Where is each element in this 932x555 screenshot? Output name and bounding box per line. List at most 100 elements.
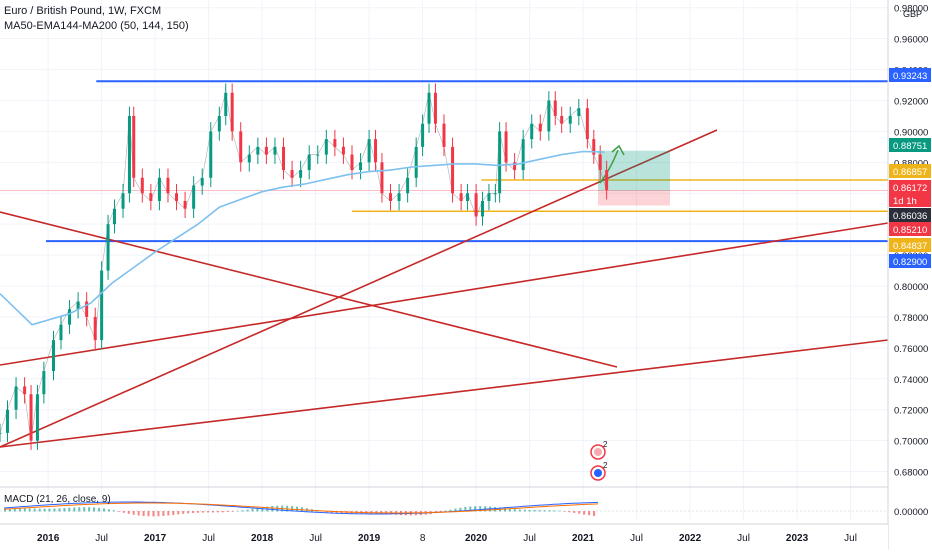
candle-body [397, 193, 401, 201]
candle-body [42, 371, 46, 395]
macd-histogram-bar [43, 508, 46, 512]
price-label: 0.88751 [893, 141, 927, 152]
macd-histogram-bar [202, 511, 204, 513]
candle-body [35, 394, 39, 441]
candle-body [0, 432, 2, 434]
candle-body [414, 146, 418, 178]
macd-histogram-bar [107, 509, 110, 512]
macd-histogram-bar [78, 507, 81, 512]
macd-histogram-bar [152, 511, 155, 517]
price-label: 0.86857 [893, 167, 927, 178]
macd-histogram-bar [117, 511, 120, 512]
trendline-ascending [0, 129, 718, 448]
price-label: 0.84837 [893, 241, 927, 252]
macd-histogram-bar [142, 511, 145, 517]
candle-body [324, 139, 328, 155]
trendline-channel-bottom [0, 339, 889, 448]
x-tick-label: 2018 [251, 533, 274, 544]
macd-histogram-bar [192, 511, 195, 514]
price-series [0, 83, 609, 450]
projection-arrow-head [611, 144, 625, 156]
x-tick-label: 2022 [679, 533, 702, 544]
candle-body [598, 154, 602, 171]
candle-body [85, 301, 89, 317]
macd-histogram-bar [439, 511, 442, 513]
macd-histogram-bar [335, 511, 338, 514]
projection-arrow [599, 149, 619, 184]
candle-body [592, 139, 596, 155]
macd-histogram-bar [251, 508, 254, 512]
x-tick-label: 2020 [465, 533, 488, 544]
candle-body [605, 170, 609, 191]
candle-body [14, 386, 18, 410]
macd-line [3, 501, 599, 515]
macd-histogram-bar [28, 508, 31, 512]
price-axis-bg [888, 0, 932, 550]
macd-histogram-bar [23, 508, 26, 512]
macd-histogram-bar [454, 508, 457, 512]
macd-zero-label: 0.00000 [894, 507, 928, 518]
macd-histogram-bar [563, 511, 566, 512]
indicator-legend[interactable]: MA50-EMA144-MA200 (50, 144, 150) [4, 20, 189, 32]
candle-body [380, 162, 384, 194]
macd-histogram-bar [137, 511, 140, 516]
candle-body [553, 100, 557, 116]
event-marker-count: 2 [603, 440, 608, 449]
target-zone [598, 150, 670, 191]
candle-body [513, 162, 517, 171]
candle-body [230, 92, 234, 132]
macd-histogram-bar [236, 510, 239, 512]
macd-histogram-bar [132, 511, 135, 515]
candle-body [487, 193, 491, 201]
macd-histogram-bar [459, 507, 462, 512]
candle-body [427, 92, 431, 124]
candle-body [247, 154, 251, 163]
price-path [0, 92, 607, 441]
macd-histogram-bar [127, 511, 130, 514]
price-label-bg [889, 238, 931, 252]
candle-body [100, 270, 104, 341]
x-tick-label: 2016 [37, 533, 60, 544]
candle-body [282, 146, 286, 171]
candle-body [192, 185, 196, 209]
macd-histogram-bar [68, 507, 71, 512]
candle-body [359, 162, 363, 171]
candle-body [5, 409, 9, 433]
macd-histogram-bar [449, 509, 452, 512]
candle-body [166, 177, 170, 194]
macd-histogram-bar [523, 509, 526, 512]
candle-body [538, 123, 542, 132]
macd-histogram-bar [469, 506, 472, 512]
candle-body [59, 324, 63, 341]
candle-body [264, 146, 268, 155]
candle-body [224, 92, 228, 116]
candle-body [51, 340, 55, 372]
macd-histogram-bar [518, 509, 521, 512]
y-tick-label: 0.72000 [894, 406, 928, 417]
macd-histogram-bar [98, 507, 101, 512]
symbol-title[interactable]: Euro / British Pound, 1W, FXCM [4, 5, 162, 17]
y-tick-label: 0.98000 [894, 4, 928, 15]
candle-body [209, 131, 213, 178]
macd-histogram-bar [241, 510, 244, 512]
candle-body [127, 115, 131, 194]
macd-histogram-bar [93, 507, 96, 512]
x-tick-label: 2017 [144, 533, 167, 544]
y-tick-label: 0.70000 [894, 437, 928, 448]
macd-histogram-bar [58, 508, 61, 512]
macd-legend[interactable]: MACD (21, 26, close, 9) [4, 494, 111, 505]
candle-body [200, 177, 204, 186]
macd-histogram-bar [177, 511, 180, 515]
price-label-bg [889, 180, 931, 194]
macd-histogram-bar [167, 511, 170, 516]
candle-body [333, 139, 337, 147]
macd-histogram-bar [38, 508, 41, 512]
macd-histogram-bar [548, 510, 551, 512]
price-label-bg [889, 68, 931, 82]
candle-body [307, 154, 311, 171]
y-tick-label: 0.90000 [894, 127, 928, 138]
trendline-descending [0, 211, 618, 368]
macd-histogram-bar [271, 506, 274, 512]
